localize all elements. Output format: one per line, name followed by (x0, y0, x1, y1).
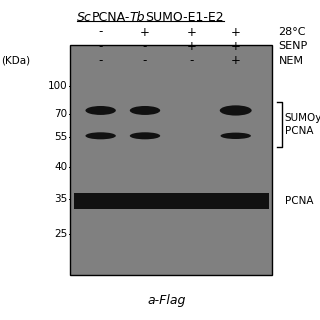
Text: 35: 35 (54, 194, 67, 204)
Text: +: + (231, 54, 241, 67)
Ellipse shape (85, 106, 116, 115)
Text: 100: 100 (48, 81, 67, 91)
Text: NEM: NEM (278, 56, 303, 66)
Text: a-Flag: a-Flag (147, 294, 186, 307)
Ellipse shape (85, 194, 116, 209)
Text: -: - (99, 54, 103, 67)
Text: +: + (187, 40, 196, 53)
Text: (KDa): (KDa) (2, 56, 31, 66)
Text: 28°C: 28°C (278, 27, 306, 37)
Text: +: + (231, 26, 241, 38)
Ellipse shape (130, 106, 160, 115)
Ellipse shape (220, 132, 251, 139)
Text: SUMOyla: SUMOyla (285, 113, 320, 124)
Ellipse shape (220, 194, 251, 209)
Text: +: + (140, 26, 150, 38)
Text: SUMO-E1-E2: SUMO-E1-E2 (145, 11, 224, 24)
Ellipse shape (85, 132, 116, 139)
Text: -: - (99, 40, 103, 53)
Text: PCNA: PCNA (285, 126, 313, 136)
Text: -: - (99, 26, 103, 38)
Ellipse shape (176, 194, 207, 209)
Text: Tb: Tb (130, 11, 145, 24)
Bar (74, 194, 269, 210)
Text: 25: 25 (54, 229, 67, 239)
Text: PCNA-: PCNA- (92, 11, 130, 24)
Text: +: + (231, 40, 241, 53)
Text: 70: 70 (54, 109, 67, 119)
Text: 55: 55 (54, 132, 67, 142)
Text: Sc: Sc (77, 11, 92, 24)
Ellipse shape (130, 132, 160, 139)
Text: -: - (189, 54, 194, 67)
Ellipse shape (220, 105, 252, 116)
Text: 40: 40 (54, 162, 67, 172)
Text: SENP: SENP (278, 41, 308, 52)
Text: -: - (143, 54, 147, 67)
Text: PCNA: PCNA (285, 196, 313, 206)
Ellipse shape (130, 194, 160, 209)
Text: +: + (187, 26, 196, 38)
Text: -: - (143, 40, 147, 53)
